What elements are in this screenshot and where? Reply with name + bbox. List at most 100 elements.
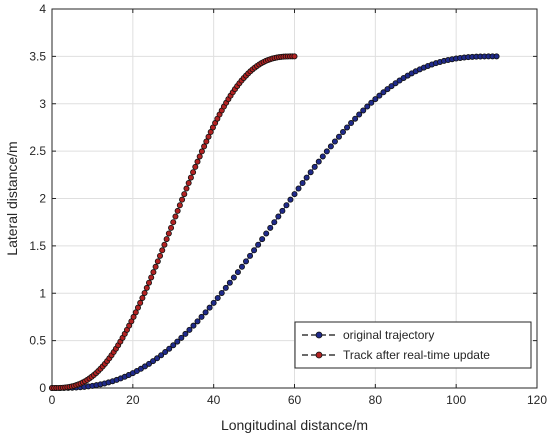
data-point: [380, 89, 387, 96]
legend-marker: [315, 351, 323, 359]
data-point: [143, 284, 150, 291]
data-point: [360, 107, 367, 114]
data-point: [132, 309, 139, 316]
x-axis-label: Longitudinal distance/m: [221, 417, 368, 433]
data-point: [162, 349, 169, 356]
data-point: [234, 269, 241, 276]
data-point: [183, 185, 190, 192]
data-point: [134, 304, 141, 311]
y-tick-label: 2.5: [29, 144, 46, 158]
data-point: [259, 236, 266, 243]
data-point: [251, 247, 258, 254]
data-point: [255, 241, 262, 248]
data-point: [174, 338, 181, 345]
data-point: [376, 92, 383, 99]
data-point: [145, 360, 152, 367]
data-point: [311, 163, 318, 170]
legend-box: [294, 321, 532, 369]
data-point: [194, 158, 201, 165]
data-point: [166, 345, 173, 352]
data-point: [323, 148, 330, 155]
data-point: [159, 247, 166, 254]
data-point: [226, 279, 233, 286]
data-point: [172, 213, 179, 220]
data-point: [356, 111, 363, 118]
data-point: [174, 207, 181, 214]
data-point: [319, 153, 326, 160]
data-point: [315, 158, 322, 165]
legend-label: original trajectory: [343, 328, 434, 342]
data-point: [176, 202, 183, 209]
data-point: [238, 263, 245, 270]
data-point: [158, 352, 165, 359]
data-point: [187, 174, 194, 181]
grid: [51, 8, 538, 389]
data-point: [192, 163, 199, 170]
x-tick-label: 100: [446, 393, 466, 407]
data-point: [168, 224, 175, 231]
data-point: [283, 202, 290, 209]
data-point: [287, 196, 294, 203]
data-point: [263, 230, 270, 237]
data-point: [352, 115, 359, 122]
data-point: [190, 169, 197, 176]
y-tick-label: 3: [39, 97, 46, 111]
data-point: [148, 274, 155, 281]
data-point: [210, 299, 217, 306]
data-point: [267, 224, 274, 231]
data-point: [344, 124, 351, 131]
data-point: [170, 219, 177, 226]
data-point: [182, 330, 189, 337]
data-point: [150, 358, 157, 365]
y-axis-label: Lateral distance/m: [4, 141, 20, 255]
series-2: [49, 53, 298, 391]
data-point: [242, 258, 249, 265]
data-point: [222, 284, 229, 291]
data-point: [291, 191, 298, 198]
data-point: [202, 309, 209, 316]
data-point: [178, 334, 185, 341]
y-tick-label: 4: [39, 2, 46, 16]
data-point: [198, 313, 205, 320]
data-point: [154, 355, 161, 362]
data-point: [186, 326, 193, 333]
data-point: [271, 219, 278, 226]
data-point: [179, 196, 186, 203]
data-point: [331, 138, 338, 145]
legend-item: Track after real-time update: [302, 348, 490, 362]
data-point: [181, 191, 188, 198]
data-point: [152, 263, 159, 270]
x-tick-label: 120: [527, 393, 547, 407]
legend-marker: [315, 331, 323, 339]
data-point: [203, 138, 210, 145]
legend: original trajectory Track after real-time…: [294, 321, 532, 369]
data-point: [218, 289, 225, 296]
data-point: [348, 120, 355, 127]
data-point: [157, 252, 164, 259]
y-tick-label: 3.5: [29, 49, 46, 63]
x-tick-label: 0: [49, 393, 56, 407]
x-tick-label: 80: [369, 393, 383, 407]
data-point: [194, 318, 201, 325]
y-tick-label: 0.5: [29, 334, 46, 348]
legend-item: original trajectory: [302, 328, 434, 342]
data-point: [198, 148, 205, 155]
series-layer: [49, 53, 500, 391]
axis-ticks: 0 20 40 60 80 100 120 0 0.5 1 1.5 2 2.5 3 3.5 4: [29, 2, 547, 407]
legend-label: Track after real-time update: [343, 348, 490, 362]
data-point: [139, 294, 146, 301]
data-point: [275, 213, 282, 220]
data-point: [327, 143, 334, 150]
data-point: [154, 258, 161, 265]
data-point: [247, 252, 254, 259]
data-point: [335, 133, 342, 140]
data-point: [392, 80, 399, 87]
data-point: [279, 207, 286, 214]
y-tick-label: 2: [39, 192, 46, 206]
data-point: [299, 180, 306, 187]
data-point: [493, 53, 500, 60]
data-point: [170, 342, 177, 349]
data-point: [165, 230, 172, 237]
x-tick-label: 40: [207, 393, 221, 407]
